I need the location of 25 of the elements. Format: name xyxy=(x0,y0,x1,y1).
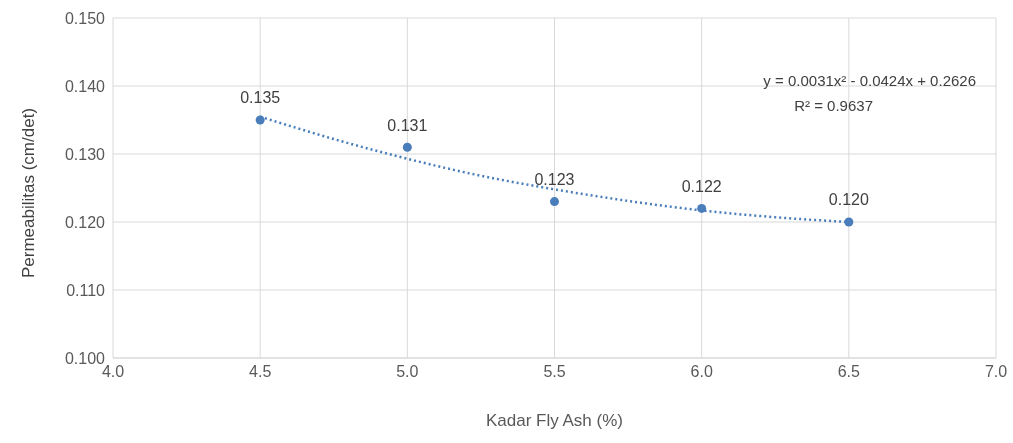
data-label: 0.123 xyxy=(534,171,575,189)
x-axis-title: Kadar Fly Ash (%) xyxy=(486,411,623,430)
y-axis-title: Permeabilitas (cm/det) xyxy=(19,107,39,278)
x-tick-label: 5.5 xyxy=(543,363,566,381)
point xyxy=(844,217,854,227)
x-tick-label: 6.0 xyxy=(690,363,713,381)
y-tick-label: 0.140 xyxy=(64,77,106,95)
x-tick-label: 7.0 xyxy=(984,363,1008,381)
y-tick-label: 0.130 xyxy=(64,145,106,163)
point xyxy=(549,197,560,207)
data-label: 0.135 xyxy=(240,89,281,107)
y-tick-label: 0.150 xyxy=(64,9,106,27)
data-label: 0.120 xyxy=(828,191,869,209)
data-label: 0.131 xyxy=(387,116,428,134)
annotation: R² = 0.9637 xyxy=(794,97,873,114)
y-tick-label: 0.120 xyxy=(64,213,106,231)
x-tick-label: 6.5 xyxy=(837,363,861,381)
x-tick-label: 4.5 xyxy=(249,363,272,381)
annotation: y = 0.0031x² - 0.0424x + 0.2626 xyxy=(763,72,976,89)
y-tick-label: 0.110 xyxy=(66,281,106,299)
point xyxy=(697,203,707,213)
x-tick-label: 5.0 xyxy=(396,363,419,381)
data-label: 0.122 xyxy=(681,177,722,195)
point xyxy=(402,142,412,152)
point xyxy=(255,115,265,125)
